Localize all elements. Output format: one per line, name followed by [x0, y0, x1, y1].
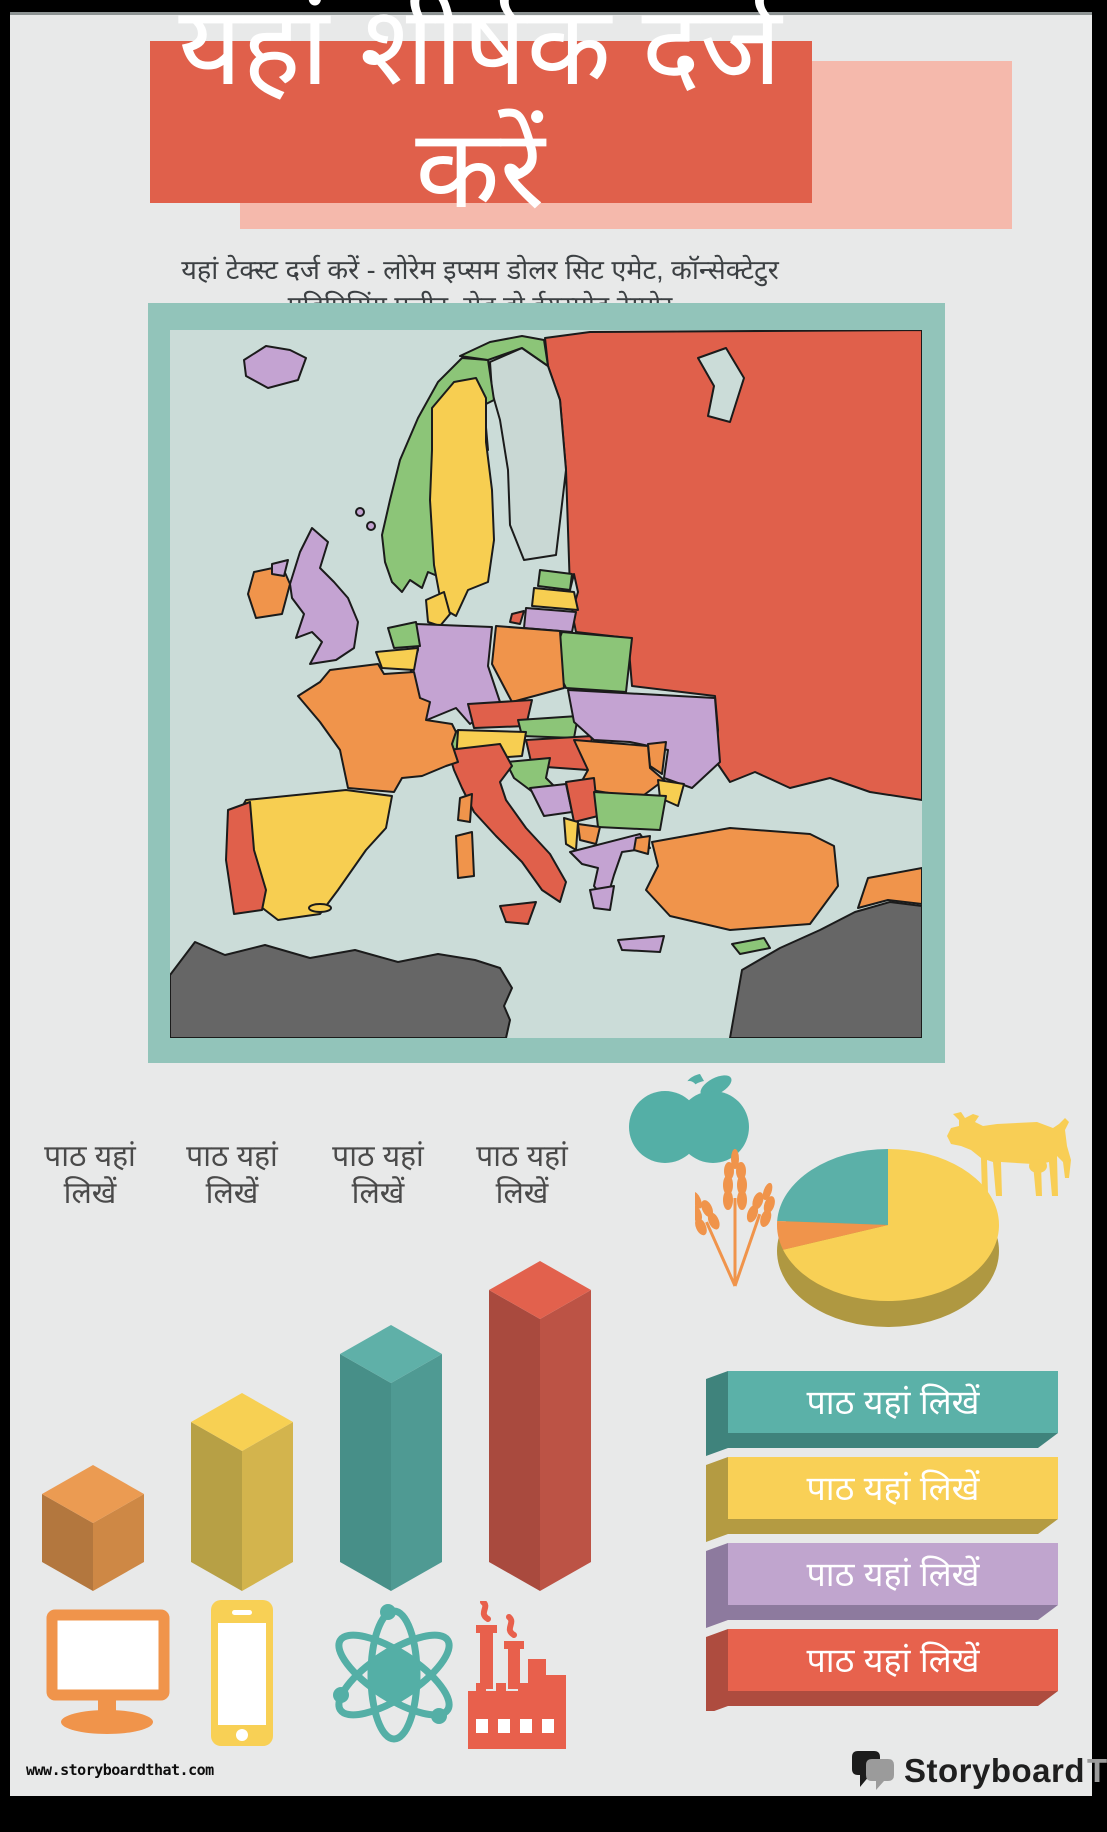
pie-slice-orange: [776, 1221, 888, 1250]
country-portugal: [225, 801, 267, 915]
middle-east: [729, 901, 922, 1038]
ribbon-label: पाठ यहां लिखें: [806, 1469, 980, 1508]
factory-icon: [468, 1601, 566, 1749]
country-netherlands: [387, 621, 421, 649]
country-france: [297, 663, 459, 793]
country-turkey: [645, 827, 839, 931]
pie-chart: [776, 1149, 1000, 1327]
page-title: यहां शीर्षक दर्ज करें: [120, 0, 840, 231]
ribbon-list: पाठ यहां लिखें पाठ यहां लिखें पाठ यहां ल…: [706, 1371, 1058, 1711]
country-macedonia: [577, 823, 601, 845]
country-ukraine: [567, 689, 721, 789]
country-belgium: [375, 647, 419, 671]
ribbon-red: पाठ यहां लिखें: [706, 1629, 1058, 1711]
country-corsica: [457, 793, 473, 823]
country-united-kingdom: [289, 527, 359, 665]
country-bulgaria: [593, 791, 667, 831]
bar-label-3: पाठ यहां लिखें: [332, 1140, 424, 1210]
wheat-stalk-center: [723, 1149, 747, 1286]
brand-name-primary: Storyboard: [904, 1752, 1086, 1789]
country-northern-ireland: [271, 559, 289, 577]
country-albania: [563, 817, 579, 851]
country-greece-peloponnese: [589, 885, 615, 911]
apple-icon: [629, 1074, 749, 1173]
country-slovakia: [517, 715, 579, 739]
shetland-islands: [366, 521, 376, 531]
ribbon-label: पाठ यहां लिखें: [806, 1383, 980, 1422]
pie-slice-yellow: [783, 1149, 1000, 1301]
country-sicily: [499, 901, 537, 925]
country-romania: [573, 739, 665, 799]
country-estonia: [537, 569, 573, 591]
country-kaliningrad: [509, 610, 525, 625]
page-title-line1: यहां शीर्षक दर्ज: [178, 0, 782, 108]
bar-red: [489, 1261, 591, 1591]
title-banner: [150, 41, 812, 203]
country-russia: [544, 330, 922, 801]
atom-icon: [333, 1604, 453, 1743]
north-africa: [170, 941, 513, 1038]
country-cyprus: [731, 937, 771, 955]
bar-orange: [42, 1465, 144, 1591]
ribbon-yellow: पाठ यहां लिखें: [706, 1457, 1058, 1542]
country-iceland: [243, 345, 307, 389]
europe-map: [170, 330, 922, 1038]
caucasus: [857, 867, 922, 909]
bar-label-4: पाठ यहां लिखें: [476, 1140, 568, 1210]
bar-label-2: पाठ यहां लिखें: [186, 1140, 278, 1210]
country-sweden: [429, 377, 495, 617]
country-poland: [491, 625, 565, 703]
wheat-stalk-right: [733, 1182, 775, 1287]
europe-map-frame: [148, 303, 945, 1063]
subtitle-line1: यहां टेक्स्ट दर्ज करें - लोरेम इप्सम डोल…: [181, 255, 779, 285]
ribbon-label: पाठ यहां लिखें: [806, 1641, 980, 1680]
ribbon-label: पाठ यहां लिखें: [806, 1555, 980, 1594]
cow-icon: [947, 1112, 1071, 1196]
faroe-islands: [355, 507, 365, 517]
smartphone-icon: [211, 1600, 273, 1746]
bar-teal: [340, 1325, 442, 1591]
balearic-islands: [308, 903, 332, 913]
ribbon-purple: पाठ यहां लिखें: [706, 1543, 1058, 1628]
country-crete: [617, 935, 665, 953]
brand-name-secondary: That: [1087, 1752, 1107, 1789]
page-title-line2: करें: [415, 108, 545, 232]
wheat-icon: [695, 1149, 775, 1287]
bar-label-1: पाठ यहां लिखें: [44, 1140, 136, 1210]
speech-bubbles-icon: [852, 1751, 894, 1790]
monitor-icon: [46, 1609, 170, 1734]
brand-logo: StoryboardThat: [850, 1749, 1107, 1793]
white-sea: [697, 347, 745, 423]
country-turkey-thrace: [633, 835, 651, 855]
country-sardinia: [455, 831, 475, 879]
pie-slice-teal: [777, 1149, 888, 1225]
isometric-bar-chart: [42, 1261, 591, 1591]
country-norway-north: [459, 335, 549, 367]
country-latvia: [531, 587, 579, 611]
poster-background: यहां शीर्षक दर्ज करें यहां टेक्स्ट दर्ज …: [10, 0, 1107, 1796]
bar-yellow: [191, 1393, 293, 1591]
ribbon-teal: पाठ यहां लिखें: [706, 1371, 1058, 1456]
wheat-stalk-left: [695, 1191, 737, 1287]
country-denmark: [425, 591, 451, 627]
footer-url: www.storyboardthat.com: [26, 1761, 214, 1779]
